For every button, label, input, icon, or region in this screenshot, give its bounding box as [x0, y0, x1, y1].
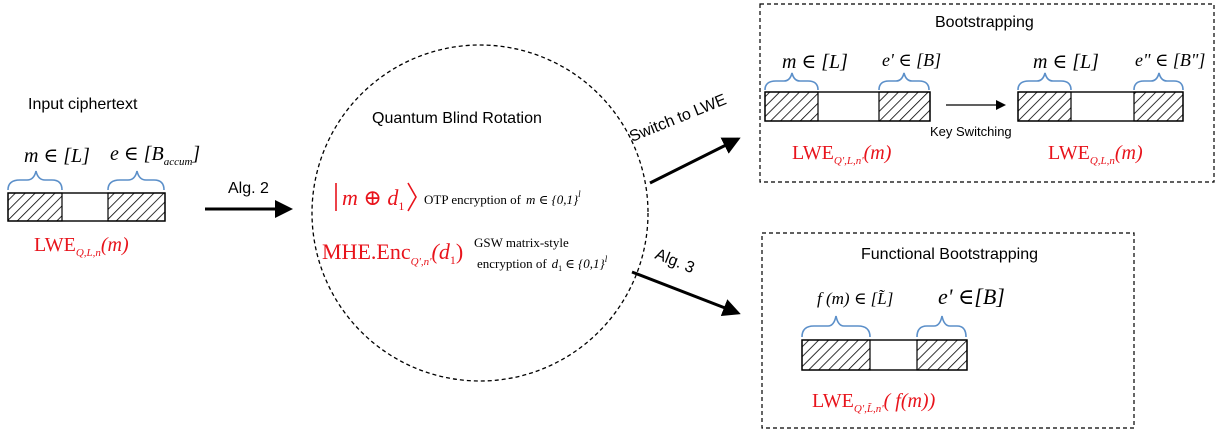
- input-msg-hatch: [7, 192, 63, 222]
- bootstrap-left-msg-brace: [764, 72, 819, 91]
- alg3-arrow-group: Alg. 3: [631, 246, 741, 316]
- input-err-label: e ∈ [Baccum]: [110, 143, 200, 168]
- input-msg-label: m ∈ [L]: [24, 145, 90, 167]
- bootstrap-right-msg-brace: [1017, 72, 1072, 91]
- functional-bootstrapping-box: [761, 232, 1135, 429]
- bootstrapping-title: Bootstrapping: [935, 14, 1034, 31]
- quantum-blind-rotation-group: Quantum Blind Rotation m ⊕ d1 OTP encryp…: [311, 44, 649, 382]
- blind-rotation-title: Quantum Blind Rotation: [372, 110, 542, 127]
- input-lwe-label: LWEQ,L,n(m): [34, 234, 129, 259]
- key-switching-label: Key Switching: [930, 124, 1012, 139]
- bootstrap-left-err-brace: [878, 72, 930, 91]
- functional-msg: f (m) ∈ [L̃]: [817, 289, 893, 308]
- bootstrap-right-lwe: LWEQ,L,n(m): [1048, 142, 1143, 167]
- alg3-label: Alg. 3: [653, 246, 697, 277]
- functional-err-hatch: [916, 339, 968, 371]
- functional-lwe: LWEQ',L̃,n'( f(m)): [812, 390, 936, 415]
- alg2-arrow-group: Alg. 2: [205, 180, 293, 218]
- blind-rotation-circle: [311, 44, 649, 382]
- alg2-label: Alg. 2: [228, 180, 269, 197]
- bootstrap-right-err: e" ∈ [B"]: [1135, 50, 1205, 70]
- bootstrap-right-err-hatch: [1133, 91, 1184, 122]
- functional-msg-brace: [801, 315, 871, 338]
- functional-err-brace: [916, 315, 967, 338]
- switch-arrow: [649, 137, 741, 185]
- functional-bootstrapping-title: Functional Bootstrapping: [861, 246, 1038, 263]
- input-ciphertext-group: Input ciphertext m ∈ [L] e ∈ [Baccum] LW…: [7, 96, 200, 259]
- ket-right-angle: [407, 182, 417, 212]
- functional-msg-hatch: [801, 339, 871, 371]
- input-err-brace: [107, 170, 165, 191]
- bootstrapping-box: [759, 3, 1215, 183]
- bootstrap-left-err: e' ∈ [B]: [882, 50, 941, 70]
- bootstrapping-group: Bootstrapping m ∈ [L] e' ∈ [B] LWEQ',L,n…: [759, 3, 1215, 183]
- mhe-enc-label: MHE.EncQ',n'(d1): [322, 239, 463, 268]
- bootstrap-right-msg: m ∈ [L]: [1033, 51, 1099, 73]
- bootstrap-left-lwe: LWEQ',L,n'(m): [792, 142, 892, 167]
- bootstrap-left-msg-hatch: [764, 91, 819, 122]
- gsw-line2: encryption of d1 ∈ {0,1}l: [477, 254, 608, 273]
- bootstrap-left-msg: m ∈ [L]: [782, 51, 848, 73]
- switch-to-lwe-label: Switch to LWE: [627, 91, 729, 145]
- alg3-arrow: [631, 270, 741, 316]
- otp-text: OTP encryption of m ∈ {0,1}l: [424, 189, 581, 207]
- gsw-line1: GSW matrix-style: [474, 235, 569, 250]
- bootstrap-right-err-brace: [1133, 72, 1184, 91]
- input-err-hatch: [107, 192, 166, 222]
- functional-bootstrapping-group: Functional Bootstrapping f (m) ∈ [L̃] e'…: [761, 232, 1135, 429]
- bootstrap-right-msg-hatch: [1017, 91, 1072, 122]
- ket-content: m ⊕ d1: [342, 185, 404, 213]
- input-title: Input ciphertext: [28, 96, 138, 113]
- switch-arrow-group: Switch to LWE: [627, 91, 741, 185]
- input-msg-brace: [7, 170, 63, 191]
- bootstrap-left-err-hatch: [878, 91, 931, 122]
- functional-err: e' ∈[B]: [938, 284, 1005, 309]
